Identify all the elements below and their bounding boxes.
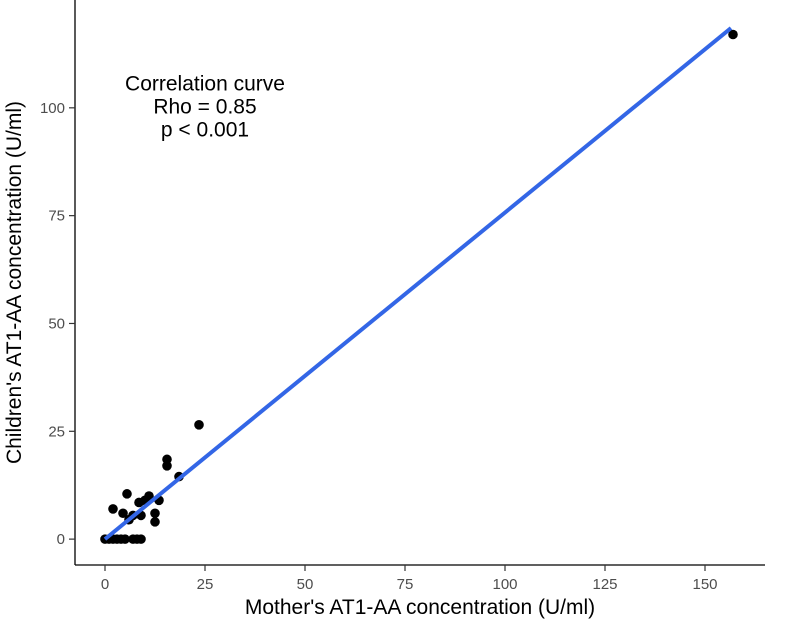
x-axis-title: Mother's AT1-AA concentration (U/ml)	[245, 596, 595, 619]
y-tick-label: 25	[48, 423, 65, 440]
x-tick-label: 0	[101, 576, 109, 593]
data-point	[122, 489, 132, 499]
data-point	[162, 454, 172, 465]
data-point	[150, 517, 160, 527]
y-axis-title: Children's AT1-AA concentration (U/ml)	[3, 101, 26, 464]
data-point	[194, 420, 204, 430]
data-point	[120, 534, 130, 544]
data-point	[108, 504, 118, 514]
data-point	[150, 508, 160, 519]
annotation-line-1: Correlation curve	[125, 73, 285, 96]
x-tick-label: 100	[492, 576, 517, 593]
data-point	[144, 491, 154, 501]
y-tick-label: 0	[57, 531, 65, 548]
x-tick-label: 150	[692, 576, 717, 593]
data-point	[136, 534, 146, 544]
data-point	[118, 508, 128, 519]
data-point	[728, 29, 738, 40]
y-tick-label: 50	[48, 315, 65, 332]
regression-line	[103, 26, 733, 541]
correlation-annotation: Correlation curve Rho = 0.85 p < 0.001	[125, 73, 285, 142]
x-tick-label: 125	[592, 576, 617, 593]
regression-line-group	[103, 26, 733, 541]
data-points	[100, 29, 738, 544]
x-tick-label: 50	[297, 576, 314, 593]
axes: 0 25 50 75 100 125 150 0 25 50 75 100	[40, 0, 765, 593]
x-tick-label: 75	[397, 576, 414, 593]
annotation-line-3: p < 0.001	[161, 119, 249, 142]
annotation-line-2: Rho = 0.85	[153, 96, 256, 119]
x-tick-label: 25	[197, 576, 214, 593]
y-tick-label: 100	[40, 100, 65, 117]
y-tick-label: 75	[48, 208, 65, 225]
